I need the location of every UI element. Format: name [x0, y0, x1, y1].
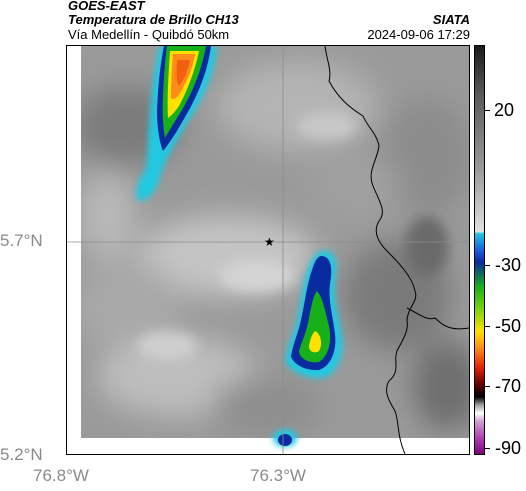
- boundary-line-west: [324, 46, 417, 454]
- lat-tick-1: 5.7°N: [0, 231, 43, 250]
- colorbar-label-2: -30: [495, 255, 522, 275]
- colorbar-tick-1: [485, 110, 490, 111]
- cold-cloud-east: [285, 250, 343, 379]
- lon-tick-1: 76.8°W: [33, 466, 89, 485]
- colorbar-label-4: -70: [495, 376, 522, 396]
- satellite-map: ★: [66, 45, 470, 455]
- location-star-icon: ★: [264, 235, 275, 249]
- colorbar-tick-5: [485, 448, 490, 449]
- map-image: ★: [67, 46, 469, 454]
- title-product: Temperatura de Brillo CH13: [68, 12, 239, 27]
- colorbar: [474, 45, 485, 455]
- timestamp: 2024-09-06 17:29: [367, 27, 470, 42]
- subtitle-route: Vía Medellín - Quibdó 50km: [68, 27, 230, 42]
- colorbar-tick-3: [485, 326, 490, 327]
- colorbar-label-5: -90: [495, 438, 522, 458]
- lon-tick-2: 76.3°W: [250, 466, 306, 485]
- title-satellite: GOES-EAST: [68, 0, 145, 13]
- lat-tick-2: 5.2°N: [0, 445, 43, 464]
- colorbar-tick-4: [485, 386, 490, 387]
- cold-cloud-south: [273, 429, 297, 447]
- colorbar-tick-2: [485, 265, 490, 266]
- colorbar-label-1: 20: [494, 100, 515, 120]
- source-label: SIATA: [432, 12, 470, 27]
- colorbar-label-3: -50: [495, 316, 522, 336]
- cold-cloud-north: [136, 46, 217, 201]
- boundary-line-east: [406, 307, 469, 330]
